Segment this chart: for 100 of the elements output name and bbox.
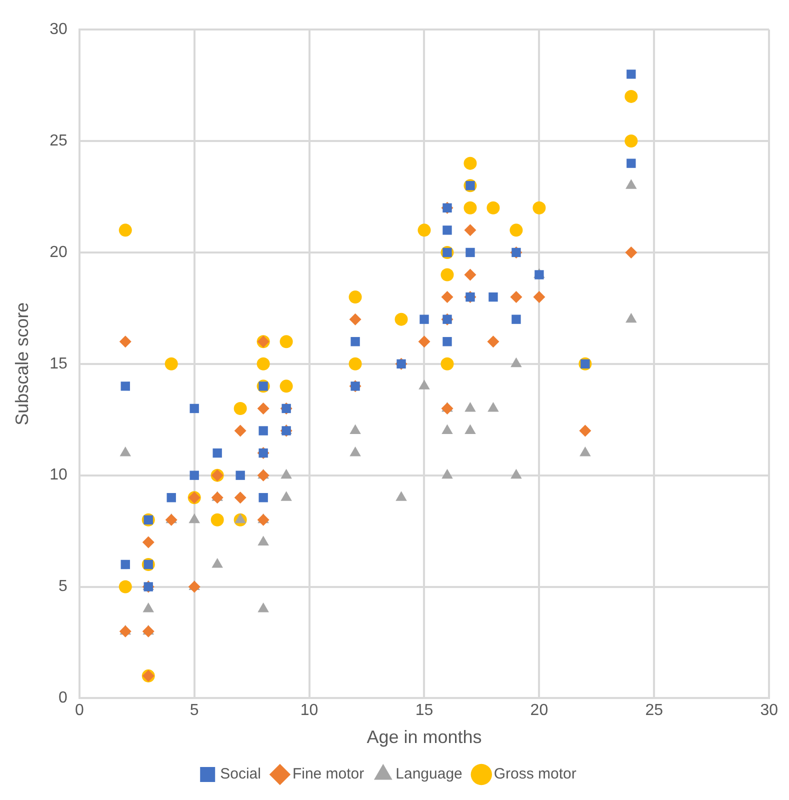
point: [464, 268, 476, 281]
point: [418, 336, 430, 348]
x-tick-label: 0: [74, 702, 84, 720]
y-tick-label: 25: [50, 132, 68, 150]
y-tick-label: 0: [58, 690, 68, 707]
x-tick-label: 20: [530, 702, 548, 720]
legend-label: Fine motor: [292, 766, 364, 783]
point: [464, 156, 477, 170]
point: [258, 493, 268, 502]
point: [442, 337, 452, 346]
point: [532, 201, 546, 214]
point: [533, 291, 546, 304]
legend-label: Language: [396, 766, 462, 783]
point: [280, 468, 292, 479]
point: [120, 560, 130, 570]
point: [348, 290, 362, 304]
point: [258, 536, 269, 546]
point: [256, 357, 270, 370]
y-axis-title: Subscale score: [12, 302, 32, 426]
y-tick-label: 20: [50, 244, 68, 261]
point: [440, 357, 454, 370]
point: [626, 158, 636, 168]
point: [510, 291, 522, 304]
point: [257, 402, 270, 414]
point: [488, 292, 498, 302]
y-tick-label: 5: [58, 578, 68, 596]
point: [165, 514, 178, 526]
point: [212, 558, 223, 568]
point: [348, 357, 362, 370]
point: [624, 90, 638, 103]
point: [142, 602, 154, 612]
point: [142, 625, 154, 638]
point: [190, 404, 199, 414]
point: [280, 380, 293, 393]
point: [234, 424, 246, 437]
point: [510, 224, 523, 237]
point: [579, 424, 592, 437]
point: [119, 336, 132, 348]
point: [487, 336, 500, 348]
legend-label: Gross motor: [494, 766, 576, 783]
x-tick-label: 25: [645, 702, 664, 720]
y-tick-label: 10: [50, 466, 68, 484]
point: [442, 226, 452, 235]
point: [118, 580, 132, 594]
point: [258, 426, 268, 436]
point: [464, 224, 476, 236]
point: [486, 201, 500, 214]
x-tick-label: 5: [190, 702, 199, 720]
point: [510, 357, 522, 368]
point: [257, 469, 270, 482]
point: [420, 314, 429, 324]
point: [440, 268, 454, 282]
point: [626, 312, 637, 323]
point: [488, 402, 499, 412]
point: [512, 314, 521, 324]
y-tick-label: 15: [50, 355, 68, 372]
point: [466, 248, 475, 258]
point: [441, 291, 454, 304]
point: [418, 224, 431, 237]
point: [396, 491, 407, 501]
point: [280, 491, 292, 501]
point: [418, 380, 430, 390]
point: [442, 468, 453, 479]
point: [120, 382, 130, 391]
point: [258, 602, 269, 612]
point: [236, 470, 245, 480]
point: [442, 424, 453, 434]
point: [464, 402, 476, 412]
point: [394, 312, 408, 326]
point: [510, 468, 522, 479]
y-tick-label: 30: [50, 21, 68, 38]
point: [624, 134, 638, 148]
point: [349, 313, 362, 326]
x-axis-title: Age in months: [366, 727, 482, 748]
point: [188, 513, 200, 524]
point: [120, 446, 132, 456]
point: [190, 470, 199, 480]
point: [234, 492, 246, 504]
point: [580, 446, 591, 456]
point: [166, 493, 176, 502]
point: [626, 70, 636, 79]
point: [210, 513, 224, 526]
point: [625, 246, 638, 258]
point: [234, 402, 247, 415]
point: [257, 514, 270, 526]
point: [142, 536, 154, 548]
point: [164, 357, 178, 370]
point: [118, 224, 132, 237]
legend-label: Social: [220, 766, 261, 783]
point: [234, 513, 246, 524]
x-tick-label: 30: [760, 702, 778, 720]
x-tick-label: 15: [415, 702, 434, 720]
point: [441, 402, 454, 414]
point: [464, 424, 476, 434]
point: [350, 446, 361, 456]
point: [464, 201, 477, 214]
point: [350, 424, 361, 434]
point: [280, 335, 293, 348]
point: [350, 337, 360, 346]
point: [212, 448, 222, 458]
